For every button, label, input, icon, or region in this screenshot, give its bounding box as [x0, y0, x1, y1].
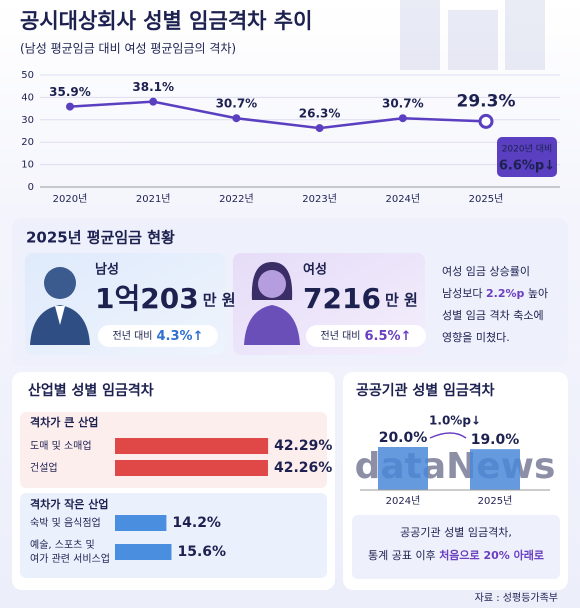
subtitle: (남성 평균임금 대비 여성 평균임금의 격차) [20, 42, 236, 56]
value-label: 29.3% [457, 91, 516, 111]
source: 자료 : 성평등가족부 [475, 592, 558, 604]
data-point [315, 124, 324, 133]
bar [115, 438, 269, 454]
change-label: 1.0%p↓ [429, 414, 481, 428]
x-tick-label: 2025년 [478, 495, 513, 507]
x-tick-label: 2025년 [469, 193, 504, 205]
public-note-part: 통계 공표 이후 [368, 549, 439, 562]
x-tick-label: 2020년 [53, 193, 88, 205]
male-change-box [98, 325, 218, 347]
female-icon [244, 262, 300, 345]
annotation-value: 6.6%p↓ [499, 159, 555, 174]
male-amount: 1억203 만 원 [95, 282, 236, 315]
female-change-part: 전년 대비 [321, 330, 361, 342]
y-tick-label: 50 [21, 70, 34, 81]
value-label: 15.6% [177, 544, 226, 560]
bar [115, 515, 167, 531]
value-label: 14.2% [172, 515, 221, 531]
x-tick-label: 2024년 [385, 193, 420, 205]
male-change-part: 4.3%↑ [157, 329, 204, 344]
female-change-box [306, 325, 426, 347]
value-label: 19.0% [471, 432, 520, 448]
data-point [66, 102, 74, 111]
summary-title: 2025년 평균임금 현황 [26, 229, 175, 247]
summary-note-part: 높아 [524, 287, 548, 300]
female-change: 전년 대비 6.5%↑ [321, 329, 412, 344]
industry-title: 산업별 성별 임금격차 [28, 382, 154, 399]
value-label: 26.3% [299, 107, 341, 121]
data-point [478, 113, 494, 129]
male-label: 남성 [95, 262, 119, 278]
building-decoration [400, 0, 545, 70]
summary-note: 성별 임금 격차 축소에 [442, 309, 544, 322]
public-note-part: 처음으로 20% 아래로 [439, 548, 544, 562]
female-change-part: 6.5%↑ [365, 329, 412, 344]
data-point [398, 114, 407, 123]
bar [470, 449, 520, 490]
y-tick-label: 40 [21, 92, 34, 103]
change-arrow [429, 432, 467, 439]
male-change: 전년 대비 4.3%↑ [113, 329, 204, 344]
y-tick-label: 0 [28, 182, 34, 193]
category-label: 도매 및 소매업 [30, 439, 92, 452]
summary-note: 남성보다 2.2%p 높아 [442, 287, 548, 300]
group-name: 격차가 큰 산업 [30, 415, 98, 429]
value-label: 38.1% [132, 80, 174, 94]
value-label: 30.7% [382, 97, 424, 111]
y-tick-label: 10 [21, 160, 34, 171]
summary-note: 여성 임금 상승률이 [442, 265, 530, 278]
public-note: 공공기관 성별 임금격차, [400, 526, 512, 539]
annotation-box [497, 137, 557, 177]
small-gap-box [20, 493, 327, 578]
summary-note: 영향을 미쳤다. [442, 331, 510, 344]
value-label: 42.29% [274, 438, 332, 454]
female-amount-part: 만 원 [385, 291, 418, 309]
data-point [232, 114, 241, 123]
value-label: 42.26% [274, 460, 332, 476]
x-tick-label: 2021년 [136, 193, 171, 205]
male-icon [30, 267, 90, 345]
y-tick-label: 30 [21, 115, 34, 126]
public-title: 공공기관 성별 임금격차 [356, 382, 495, 399]
male-change-part: 전년 대비 [113, 330, 153, 342]
female-amount-part: 7216 [303, 282, 381, 315]
value-label: 30.7% [216, 97, 258, 111]
y-tick-label: 20 [21, 137, 34, 148]
trend-line [69, 100, 487, 130]
male-amount-part: 만 원 [203, 291, 236, 309]
annotation-text: 2020년 대비 [502, 144, 553, 155]
x-tick-label: 2023년 [302, 193, 337, 205]
bar [115, 460, 268, 476]
main-title: 공시대상회사 성별 임금격차 추이 [20, 9, 312, 33]
public-note-box [352, 515, 560, 579]
data-point [149, 97, 158, 106]
bar [115, 544, 172, 560]
bar [378, 447, 428, 490]
category-label: 예술, 스포츠 및 여가 관련 서비스업 [30, 539, 110, 565]
male-amount-part: 1억203 [95, 282, 199, 315]
female-label: 여성 [303, 262, 327, 278]
category-label: 건설업 [30, 461, 58, 474]
value-label: 35.9% [49, 85, 91, 99]
public-note: 통계 공표 이후 처음으로 20% 아래로 [368, 548, 544, 562]
x-tick-label: 2024년 [386, 495, 421, 507]
summary-note-part: 2.2%p [486, 287, 525, 300]
x-tick-label: 2022년 [219, 193, 254, 205]
summary-note-part: 남성보다 [442, 287, 486, 300]
group-name: 격차가 작은 산업 [30, 497, 109, 511]
female-amount: 7216 만 원 [303, 282, 418, 315]
category-label: 숙박 및 음식점업 [30, 516, 101, 529]
value-label: 20.0% [379, 430, 428, 446]
